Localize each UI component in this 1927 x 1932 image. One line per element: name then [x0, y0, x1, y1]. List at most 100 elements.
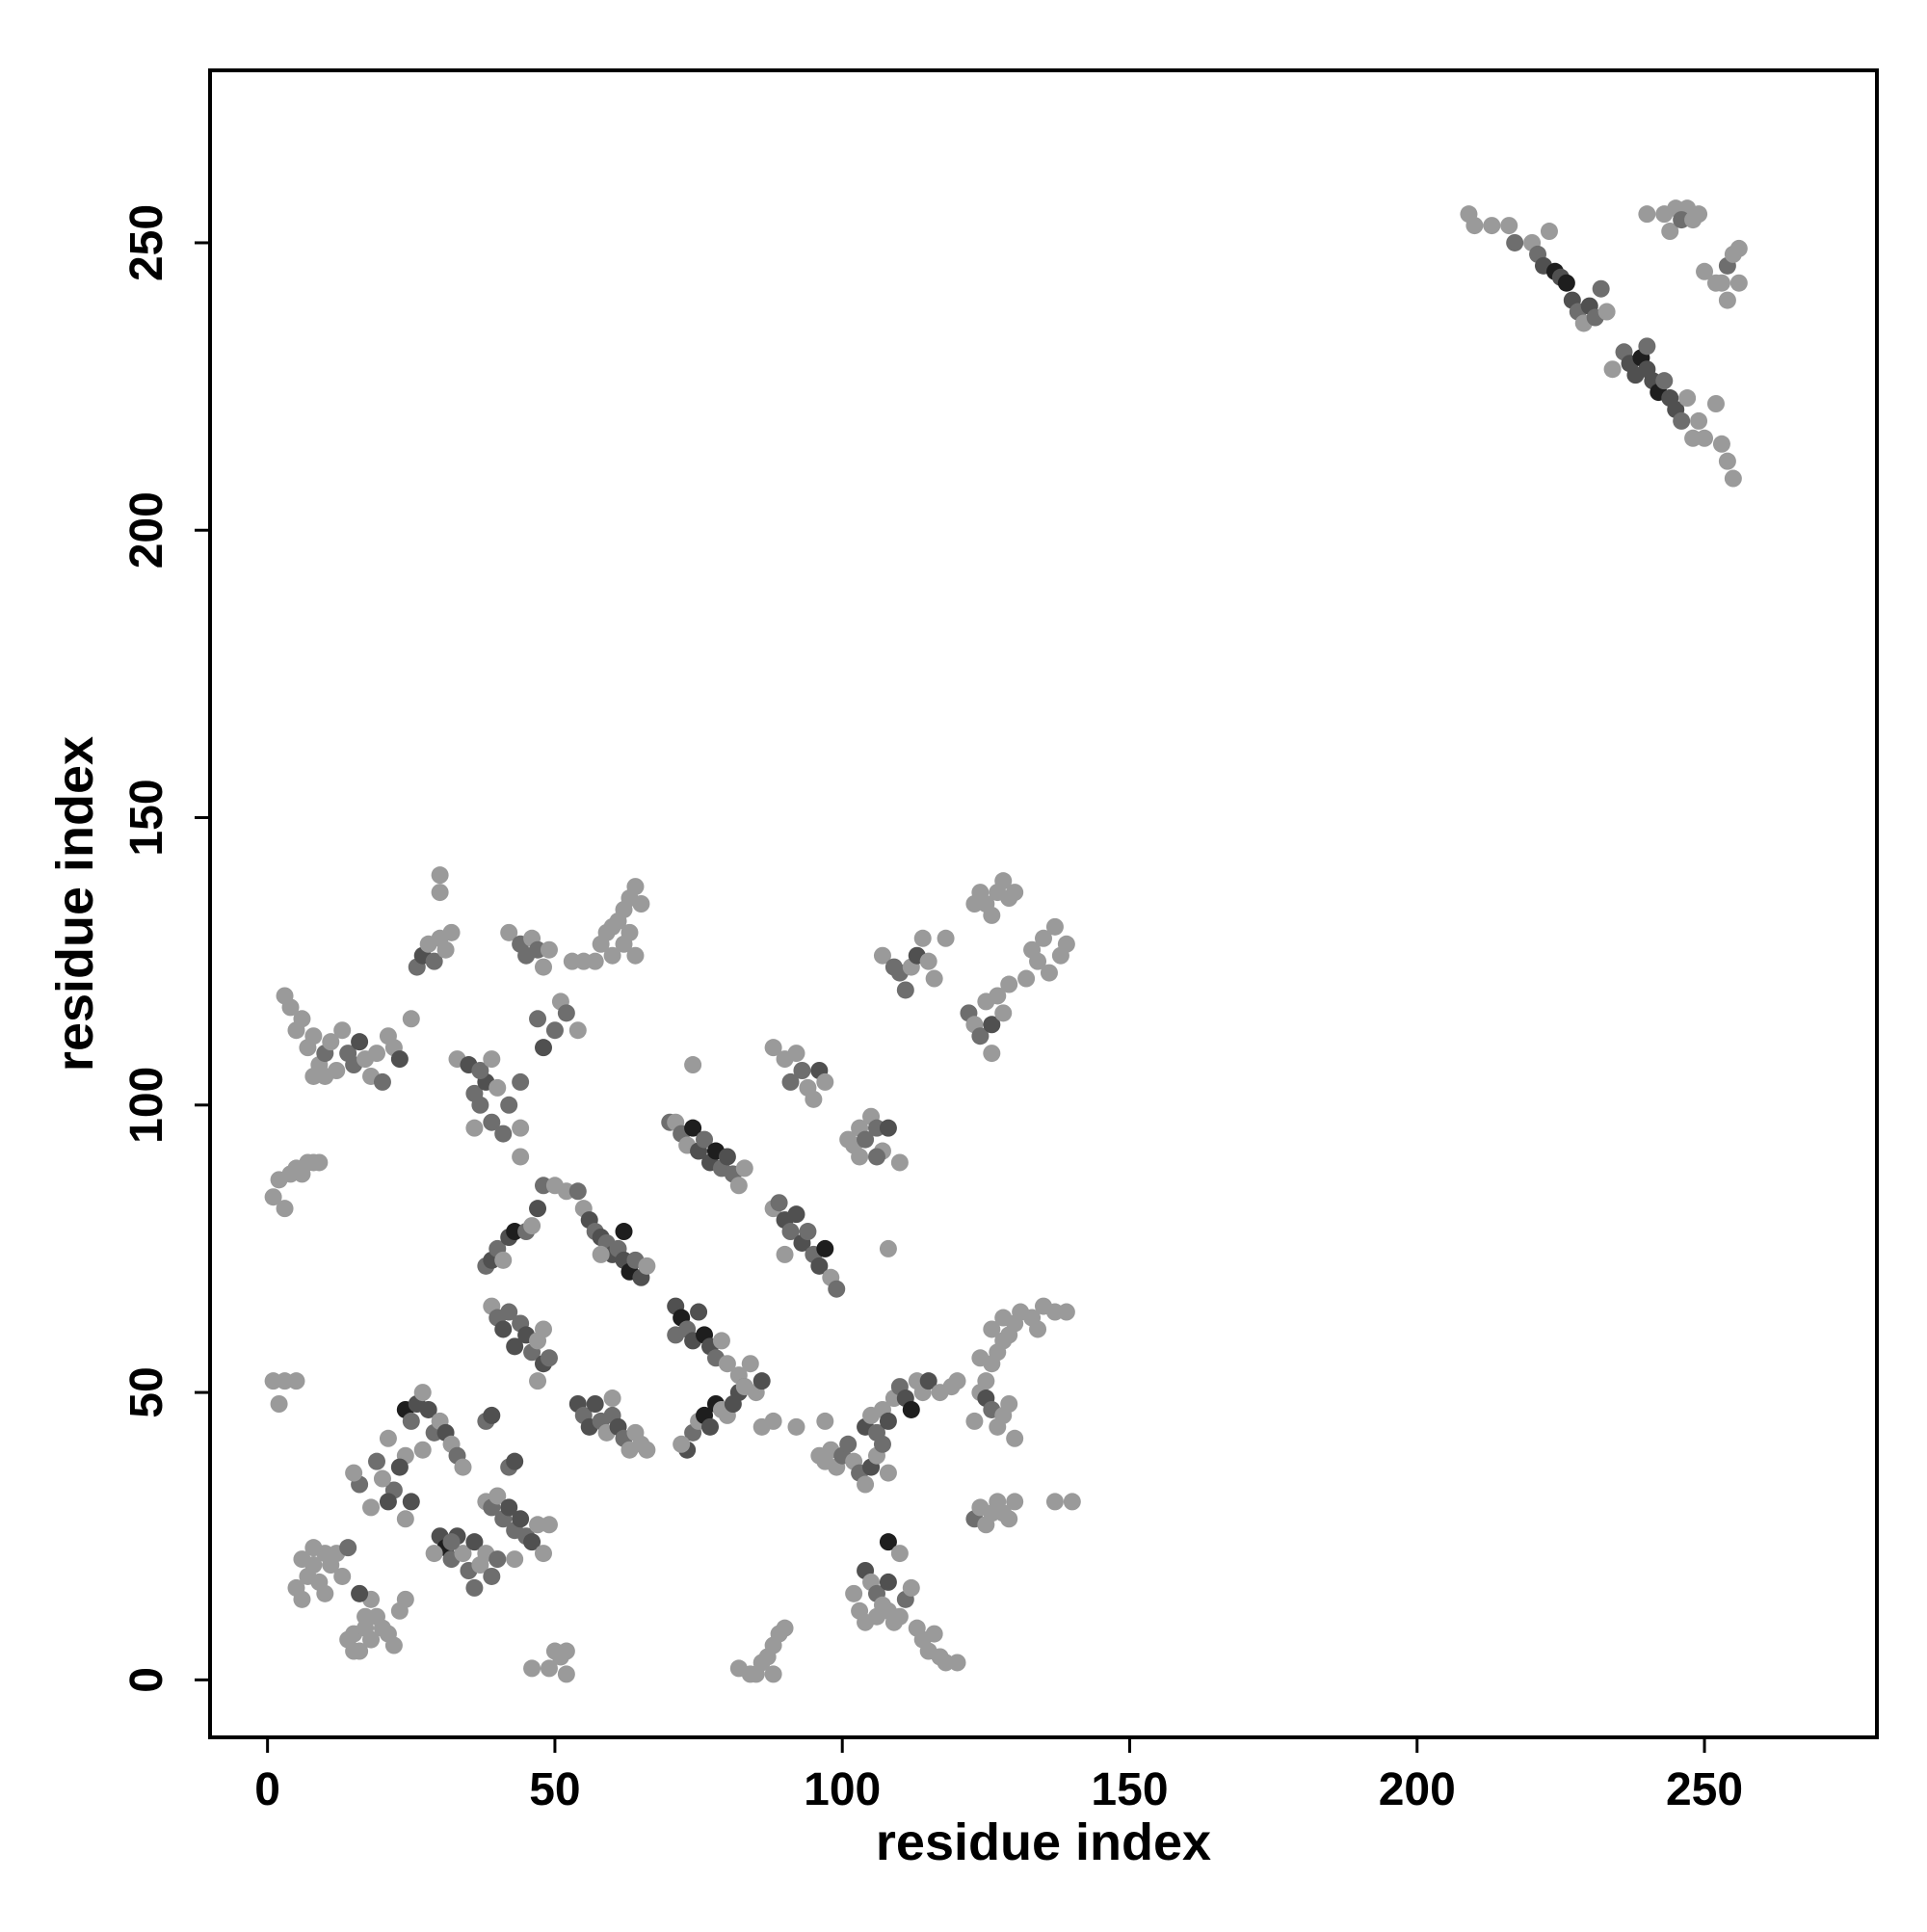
- x-tick-label: 150: [1091, 1764, 1168, 1815]
- data-point: [535, 1039, 552, 1057]
- data-point: [512, 1072, 530, 1091]
- data-point: [592, 1245, 610, 1263]
- y-tick-label: 150: [121, 779, 172, 856]
- data-point: [540, 940, 558, 959]
- data-point: [983, 1016, 1001, 1034]
- data-point: [1029, 1320, 1047, 1338]
- x-tick-label: 0: [254, 1764, 280, 1815]
- data-point: [362, 1630, 381, 1649]
- data-point: [557, 1004, 575, 1022]
- data-point: [431, 866, 449, 885]
- data-point: [983, 1045, 1001, 1063]
- data-point: [603, 1389, 621, 1408]
- data-point: [442, 923, 461, 941]
- data-point: [879, 1573, 897, 1591]
- data-point: [557, 1642, 575, 1660]
- data-point: [1638, 205, 1656, 224]
- data-point: [1655, 372, 1674, 390]
- data-point: [1000, 1395, 1018, 1413]
- data-point: [419, 1400, 437, 1418]
- data-point: [890, 1545, 909, 1563]
- data-point: [1506, 233, 1524, 251]
- data-point: [638, 1441, 656, 1459]
- data-point: [557, 1665, 575, 1683]
- data-point: [1718, 452, 1736, 470]
- data-point: [626, 878, 645, 896]
- data-point: [276, 1200, 294, 1218]
- data-point: [293, 1010, 311, 1028]
- data-point: [512, 1510, 530, 1528]
- data-point: [989, 987, 1007, 1005]
- data-point: [1678, 389, 1697, 408]
- data-point: [1557, 274, 1575, 292]
- data-point: [494, 1125, 513, 1143]
- data-point: [540, 1516, 558, 1534]
- data-point: [402, 1493, 420, 1511]
- data-point: [293, 1590, 311, 1608]
- data-point: [500, 1096, 518, 1114]
- data-point: [425, 952, 443, 970]
- data-point: [839, 1435, 858, 1453]
- data-point: [764, 1039, 782, 1057]
- data-point: [776, 1245, 794, 1263]
- data-point: [506, 1337, 524, 1356]
- data-point: [1706, 395, 1725, 412]
- data-point: [293, 1550, 311, 1569]
- data-point: [483, 1113, 501, 1131]
- data-point: [402, 1010, 420, 1028]
- data-point: [1638, 337, 1656, 356]
- data-point: [1712, 435, 1730, 453]
- data-point: [373, 1072, 391, 1091]
- data-point: [500, 1498, 518, 1517]
- data-point: [632, 895, 650, 913]
- data-point: [264, 1188, 282, 1206]
- data-point: [667, 1326, 685, 1344]
- data-point: [787, 1045, 805, 1063]
- y-tick-label: 50: [121, 1366, 172, 1417]
- y-axis: 0 50 100 150 200 250: [121, 204, 210, 1693]
- data-point: [402, 1412, 420, 1430]
- data-point: [684, 1119, 702, 1137]
- data-point: [413, 1441, 432, 1459]
- data-point: [1661, 223, 1679, 241]
- data-point: [1000, 975, 1018, 993]
- data-point: [701, 1417, 719, 1436]
- data-point: [1465, 217, 1484, 235]
- data-point: [868, 1423, 885, 1442]
- data-point: [735, 1378, 753, 1396]
- x-axis: 0 50 100 150 200 250: [254, 1737, 1743, 1815]
- data-point: [586, 1395, 604, 1413]
- data-point: [1684, 211, 1703, 229]
- data-point: [1006, 1429, 1024, 1447]
- data-point: [529, 1372, 547, 1390]
- data-point: [857, 1475, 875, 1494]
- data-point: [316, 1545, 334, 1563]
- data-point: [356, 1607, 375, 1626]
- data-point: [379, 1429, 397, 1447]
- data-point: [696, 1130, 714, 1149]
- data-point: [1724, 469, 1742, 488]
- data-point: [1006, 1493, 1024, 1511]
- data-point: [523, 1533, 541, 1551]
- data-point: [351, 1033, 369, 1051]
- data-point: [506, 1550, 524, 1569]
- data-point: [310, 1153, 329, 1172]
- x-tick-label: 100: [804, 1764, 881, 1815]
- data-point: [776, 1619, 794, 1637]
- data-point: [879, 1239, 897, 1257]
- data-point: [488, 1550, 507, 1569]
- data-point: [1696, 262, 1714, 280]
- data-point: [741, 1355, 759, 1373]
- data-point: [390, 1050, 409, 1069]
- data-point: [413, 1384, 432, 1402]
- data-point: [764, 1665, 782, 1683]
- data-point: [1006, 884, 1024, 902]
- data-point: [351, 1584, 369, 1602]
- data-point: [615, 1223, 633, 1241]
- data-point: [879, 1412, 897, 1430]
- x-tick-label: 200: [1379, 1764, 1456, 1815]
- data-point: [684, 1056, 702, 1074]
- data-point: [851, 1601, 869, 1620]
- data-point: [925, 969, 943, 988]
